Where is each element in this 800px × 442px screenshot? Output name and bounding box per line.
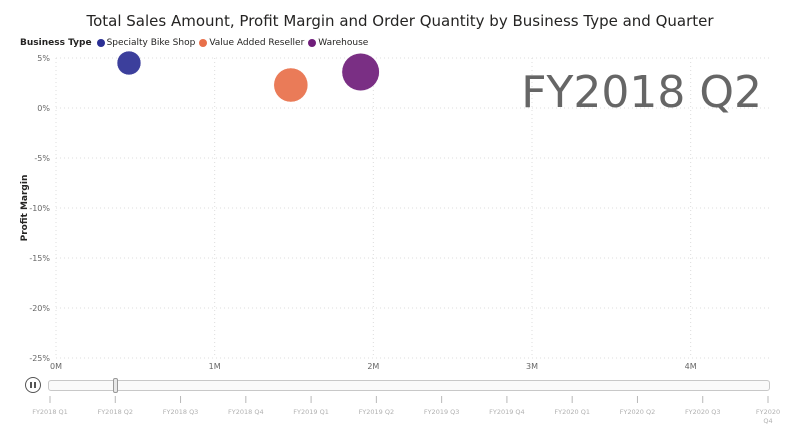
play-axis-label: FY2019 Q3 [424,408,460,416]
y-tick-label: 5% [37,54,50,63]
play-axis-handle[interactable] [112,378,118,393]
play-axis-label: FY2019 Q2 [359,408,395,416]
x-tick-label: 4M [685,362,697,371]
legend: Business Type Specialty Bike Shop Value … [20,38,372,48]
legend-label: Specialty Bike Shop [106,38,196,48]
bubble-warehouse[interactable] [341,53,380,91]
y-axis-title: Profit Margin [20,175,30,242]
y-tick-label: -20% [29,304,50,313]
play-axis-label: FY2020 Q2 [620,408,656,416]
play-axis-label: FY2020 Q3 [685,408,721,416]
x-tick-label: 3M [526,362,538,371]
play-axis-label: FY2018 Q3 [163,408,199,416]
play-axis-label: FY2018 Q1 [32,408,68,416]
y-tick-label: 0% [37,104,50,113]
x-tick-label: 2M [367,362,379,371]
play-axis-label: FY2020 Q1 [554,408,590,416]
chart-title: Total Sales Amount, Profit Margin and Or… [86,12,714,30]
legend-marker [308,39,317,47]
legend-item-value-added-reseller[interactable]: Value Added Reseller [199,38,304,48]
x-tick-label: 0M [50,362,62,371]
play-axis-label: Q4 [763,417,772,425]
play-axis-label: FY2018 Q4 [228,408,264,416]
play-axis-label: FY2019 Q1 [293,408,329,416]
y-tick-label: -5% [34,154,50,163]
y-tick-label: -15% [29,254,50,263]
pause-icon [30,382,32,388]
legend-label: Value Added Reseller [209,38,305,48]
legend-title: Business Type [20,38,92,48]
legend-item-warehouse[interactable]: Warehouse [308,38,368,48]
play-axis-track[interactable] [48,380,770,391]
legend-item-specialty-bike-shop[interactable]: Specialty Bike Shop [96,38,196,48]
bubble-specialty-bike-shop[interactable] [116,50,142,76]
y-tick-label: -10% [29,204,50,213]
play-pause-button[interactable] [25,377,41,393]
y-tick-label: -25% [29,354,50,363]
pause-icon [34,382,36,388]
play-axis-label: FY2018 Q2 [97,408,133,416]
bubble-value-added-reseller[interactable] [273,67,309,103]
legend-marker [199,39,208,47]
legend-label: Warehouse [318,38,369,48]
play-axis-label: FY2019 Q4 [489,408,525,416]
play-axis-watermark: FY2018 Q2 [521,67,762,118]
play-axis-label: FY2020 [756,408,780,416]
x-tick-label: 1M [209,362,221,371]
legend-marker [96,39,105,47]
